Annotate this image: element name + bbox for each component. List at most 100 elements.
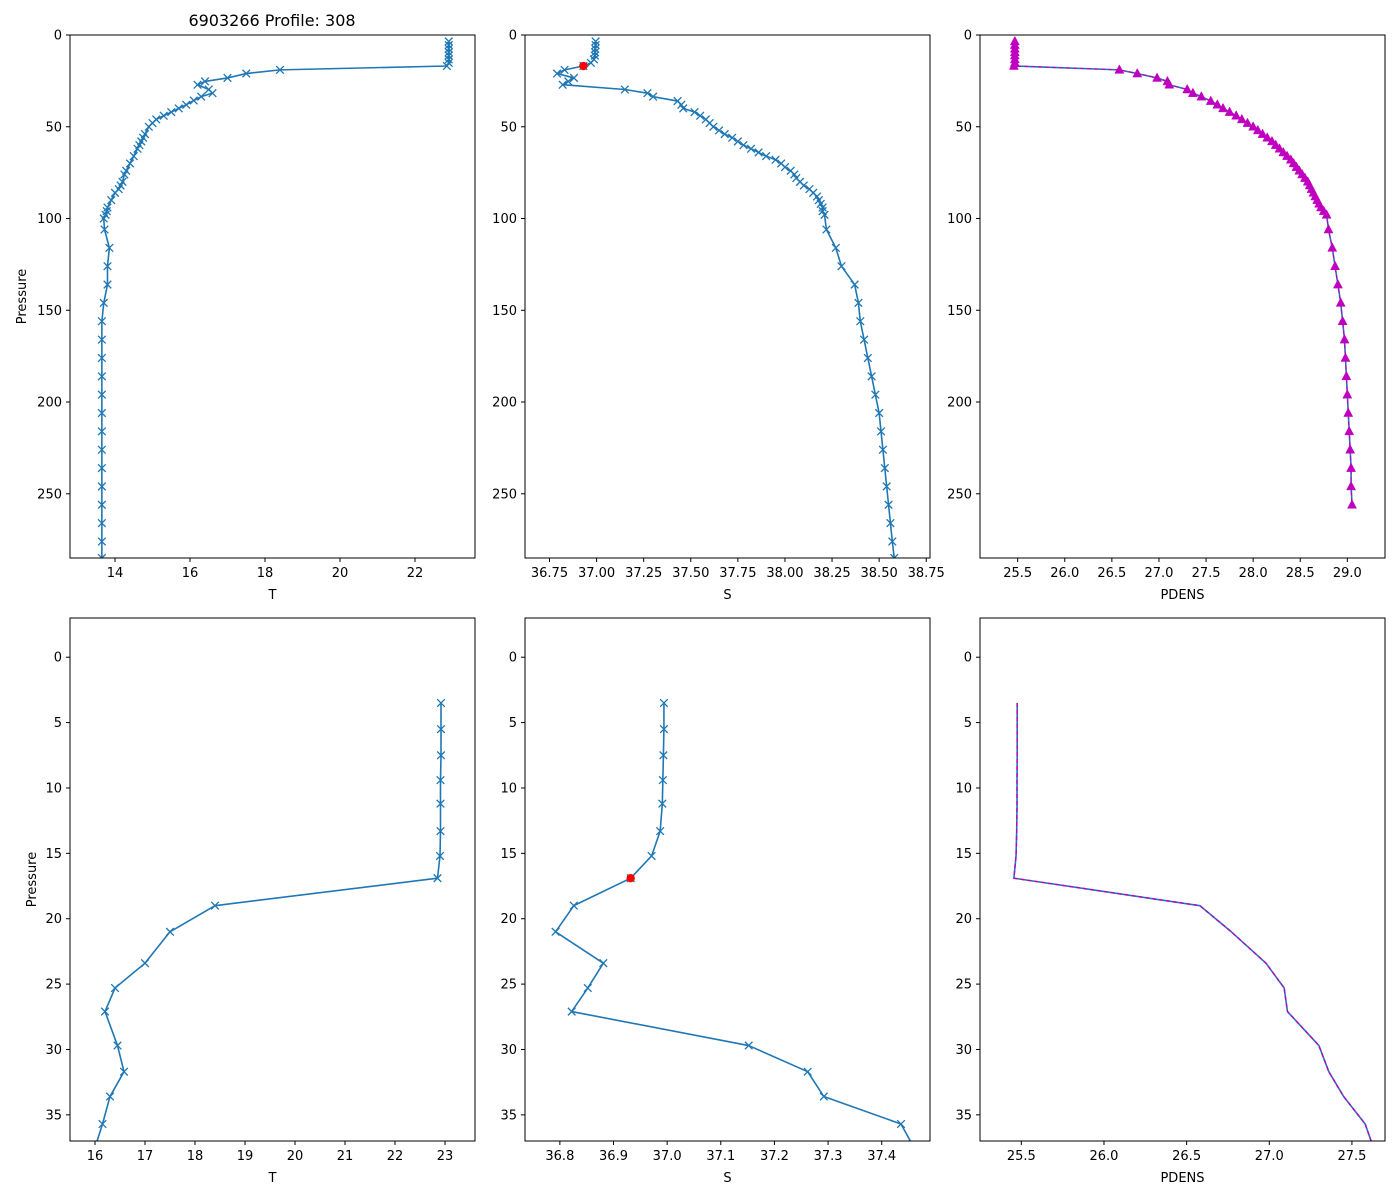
y-tick-label: 20 [500, 912, 517, 927]
density-dashed-line [1013, 702, 1372, 1141]
data-point-marker [436, 698, 446, 708]
data-point-marker [1218, 102, 1228, 113]
x-tick-label: 36.75 [531, 566, 568, 581]
data-point-marker [754, 148, 763, 157]
data-point-marker [569, 73, 579, 83]
y-tick-label: 30 [45, 1043, 62, 1058]
data-point-marker [886, 518, 895, 528]
data-point-marker [97, 463, 107, 473]
data-point-marker [709, 122, 718, 132]
y-tick-label: 150 [947, 304, 972, 319]
x-tick-label: 37.00 [578, 566, 615, 581]
x-tick-label: 21 [337, 1149, 354, 1164]
data-point-marker [876, 427, 886, 436]
y-tick-label: 0 [54, 29, 62, 44]
x-tick-label: 38.75 [908, 566, 945, 581]
x-tick-label: 27.0 [1255, 1149, 1284, 1164]
y-tick-label: 150 [492, 304, 517, 319]
y-tick-label: 5 [509, 716, 517, 731]
x-tick-label: 26.5 [1172, 1149, 1201, 1164]
data-point-marker [659, 724, 669, 734]
data-point-marker [1114, 64, 1125, 74]
data-point-marker [1337, 315, 1348, 326]
data-point-marker [837, 261, 846, 271]
y-tick-label: 0 [964, 651, 972, 666]
x-tick-label: 17 [137, 1149, 154, 1164]
data-point-marker [97, 427, 107, 436]
y-tick-label: 15 [500, 847, 517, 862]
x-axis-label: PDENS [1160, 588, 1204, 603]
data-point-marker [166, 107, 176, 117]
data-point-marker [583, 983, 593, 993]
data-point-marker [105, 1092, 115, 1101]
data-point-marker [97, 317, 107, 326]
y-tick-label: 100 [492, 212, 517, 227]
x-tick-label: 28.0 [1239, 566, 1268, 581]
y-tick-label: 30 [500, 1043, 517, 1058]
x-tick-label: 28.5 [1286, 566, 1315, 581]
x-tick-label: 38.00 [766, 566, 803, 581]
data-point-marker [591, 44, 600, 54]
x-tick-label: 18 [187, 1149, 204, 1164]
data-point-marker [1152, 72, 1162, 82]
y-tick-label: 35 [45, 1108, 62, 1123]
data-point-marker [552, 69, 562, 78]
data-point-marker [444, 44, 454, 54]
data-point-marker [867, 372, 876, 381]
data-point-marker [888, 537, 897, 546]
data-point-marker [1164, 79, 1175, 89]
data-point-marker [695, 111, 705, 121]
data-point-marker [275, 65, 285, 75]
data-point-marker [727, 133, 737, 143]
data-point-marker [1242, 117, 1253, 127]
data-point-marker [591, 40, 600, 50]
data-point-marker [1252, 124, 1263, 135]
data-point-marker [97, 408, 107, 418]
data-point-marker [746, 144, 756, 154]
data-point-marker [659, 751, 668, 760]
y-tick-label: 100 [37, 212, 62, 227]
data-point-marker [874, 408, 884, 418]
data-point-marker [678, 104, 688, 113]
x-tick-label: 37.25 [625, 566, 662, 581]
data-point-marker [119, 1067, 129, 1076]
data-point-marker [97, 482, 107, 491]
x-tick-label: 26.0 [1090, 1149, 1119, 1164]
data-point-marker [436, 775, 445, 785]
data-point-marker [1347, 499, 1357, 509]
data-point-marker [110, 188, 120, 198]
data-point-marker [444, 40, 454, 50]
data-point-marker [1236, 113, 1247, 124]
data-point-marker [1335, 297, 1346, 307]
data-point-marker [1196, 91, 1207, 101]
data-point-marker [739, 140, 748, 150]
data-point-marker [761, 151, 771, 161]
data-point-marker [744, 1041, 753, 1050]
data-point-marker [98, 1119, 107, 1129]
plot-area [97, 37, 454, 558]
data-point-marker [590, 47, 600, 57]
data-point-marker [856, 317, 865, 326]
data-point-marker [1342, 389, 1353, 399]
data-point-marker [196, 92, 206, 101]
data-point-marker [659, 698, 669, 708]
data-point-marker [1332, 279, 1343, 289]
y-tick-label: 25 [955, 978, 972, 993]
y-tick-label: 0 [509, 29, 517, 44]
axes-frame [69, 34, 476, 559]
data-point-marker [1262, 132, 1273, 142]
x-tick-label: 37.50 [672, 566, 709, 581]
data-point-marker [564, 77, 573, 86]
data-point-marker [433, 873, 442, 883]
y-tick-label: 25 [500, 978, 517, 993]
data-point-marker [436, 724, 446, 734]
data-point-marker [99, 214, 109, 223]
data-point-marker [110, 983, 120, 993]
y-tick-label: 200 [37, 396, 62, 411]
data-point-marker [648, 92, 658, 101]
x-tick-label: 26.0 [1050, 566, 1079, 581]
data-point-marker [551, 927, 560, 937]
data-point-marker [99, 298, 109, 308]
data-point-marker [100, 1007, 110, 1016]
